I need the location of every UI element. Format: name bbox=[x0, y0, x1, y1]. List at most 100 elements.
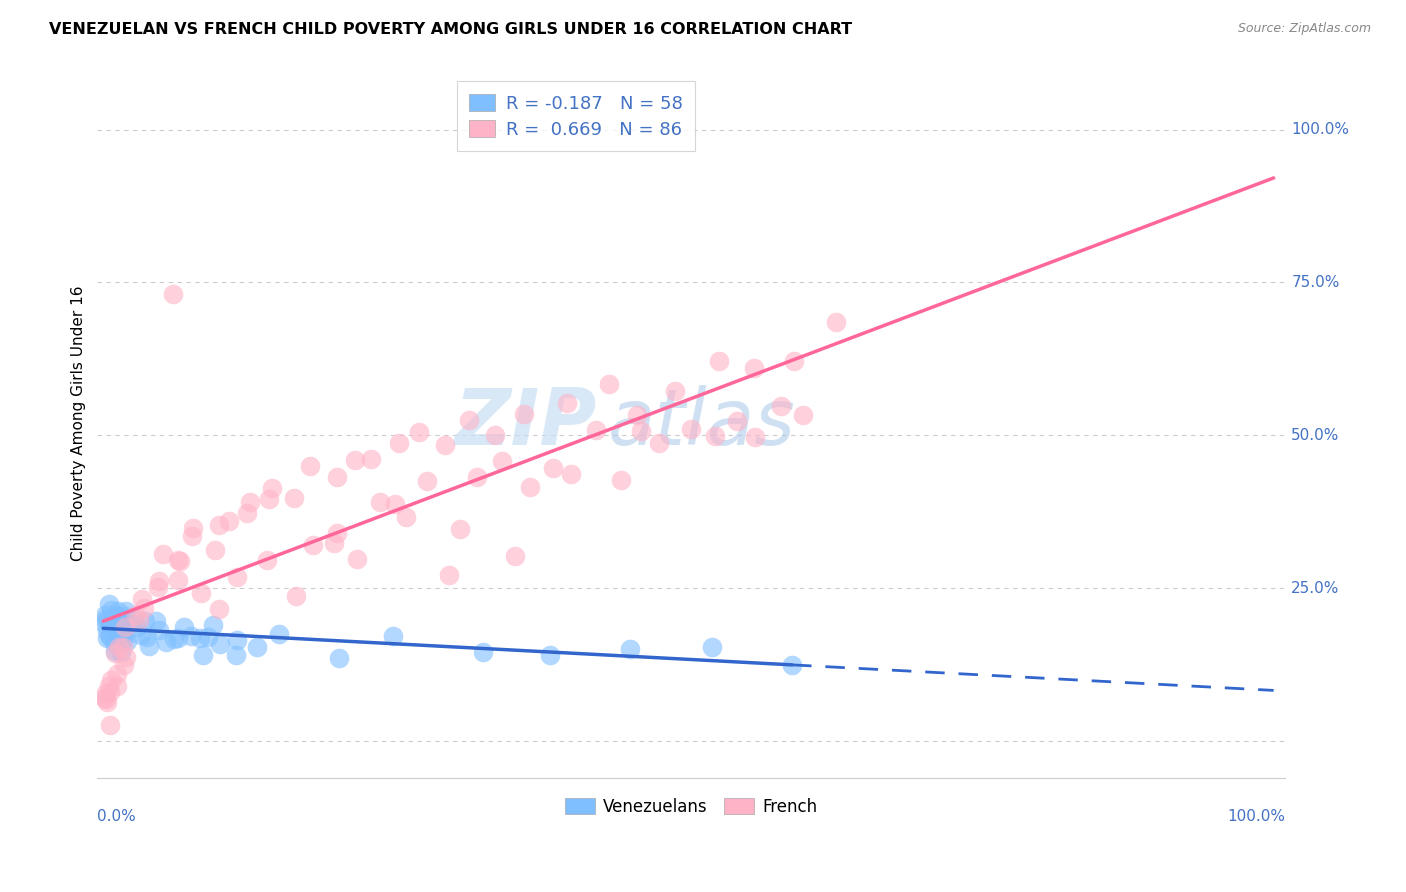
Point bbox=[226, 570, 249, 584]
Point bbox=[93, 691, 115, 706]
Point bbox=[114, 650, 136, 665]
Point bbox=[433, 438, 456, 452]
Point bbox=[285, 589, 308, 603]
Point bbox=[598, 377, 620, 392]
Point bbox=[114, 620, 136, 634]
Point bbox=[256, 553, 278, 567]
Point bbox=[626, 408, 648, 422]
Point bbox=[269, 627, 291, 641]
Point bbox=[283, 491, 305, 505]
Point bbox=[110, 613, 132, 627]
Point bbox=[108, 640, 131, 655]
Point bbox=[96, 632, 118, 646]
Point bbox=[519, 480, 541, 494]
Point bbox=[560, 467, 582, 482]
Point bbox=[112, 632, 135, 647]
Point bbox=[112, 657, 135, 672]
Point bbox=[725, 414, 748, 428]
Point bbox=[325, 470, 347, 484]
Point bbox=[610, 473, 633, 487]
Point bbox=[162, 286, 184, 301]
Point bbox=[167, 553, 190, 567]
Point bbox=[104, 644, 127, 658]
Point bbox=[630, 424, 652, 438]
Point bbox=[97, 613, 120, 627]
Point bbox=[125, 620, 148, 634]
Point bbox=[114, 608, 136, 623]
Point bbox=[370, 495, 392, 509]
Point bbox=[226, 632, 249, 647]
Point bbox=[104, 609, 127, 624]
Point bbox=[132, 601, 155, 615]
Point bbox=[103, 635, 125, 649]
Point bbox=[104, 646, 127, 660]
Point bbox=[236, 506, 259, 520]
Point bbox=[218, 514, 240, 528]
Point bbox=[152, 547, 174, 561]
Point bbox=[105, 666, 128, 681]
Point bbox=[105, 680, 128, 694]
Point bbox=[416, 474, 439, 488]
Point bbox=[105, 607, 128, 622]
Point bbox=[513, 407, 536, 421]
Point bbox=[148, 623, 170, 637]
Point bbox=[538, 648, 561, 662]
Point bbox=[225, 648, 247, 662]
Text: Source: ZipAtlas.com: Source: ZipAtlas.com bbox=[1237, 22, 1371, 36]
Point bbox=[117, 634, 139, 648]
Point bbox=[257, 491, 280, 506]
Point bbox=[239, 495, 262, 509]
Point bbox=[173, 620, 195, 634]
Point bbox=[107, 617, 129, 632]
Point bbox=[792, 408, 814, 422]
Text: 75.0%: 75.0% bbox=[1291, 275, 1340, 290]
Point bbox=[491, 454, 513, 468]
Point bbox=[98, 597, 121, 611]
Point bbox=[94, 612, 117, 626]
Point bbox=[246, 640, 269, 654]
Point bbox=[98, 631, 121, 645]
Point bbox=[180, 528, 202, 542]
Legend: Venezuelans, French: Venezuelans, French bbox=[558, 791, 824, 822]
Point bbox=[484, 427, 506, 442]
Text: 100.0%: 100.0% bbox=[1291, 122, 1350, 137]
Point bbox=[619, 642, 641, 657]
Point bbox=[96, 695, 118, 709]
Point bbox=[780, 657, 803, 672]
Point bbox=[166, 631, 188, 645]
Point bbox=[471, 645, 494, 659]
Point bbox=[328, 651, 350, 665]
Point bbox=[111, 615, 134, 629]
Point bbox=[183, 521, 205, 535]
Point bbox=[190, 586, 212, 600]
Point bbox=[93, 615, 115, 630]
Point bbox=[458, 413, 481, 427]
Point bbox=[439, 567, 461, 582]
Point bbox=[388, 436, 411, 450]
Point bbox=[111, 631, 134, 645]
Point bbox=[204, 543, 226, 558]
Point bbox=[94, 608, 117, 623]
Point bbox=[208, 602, 231, 616]
Point bbox=[134, 614, 156, 628]
Point bbox=[193, 648, 215, 662]
Point bbox=[112, 640, 135, 655]
Point bbox=[146, 580, 169, 594]
Point bbox=[188, 631, 211, 645]
Point bbox=[96, 624, 118, 638]
Point bbox=[208, 637, 231, 651]
Point bbox=[742, 361, 765, 376]
Point bbox=[707, 354, 730, 368]
Point bbox=[98, 617, 121, 632]
Point bbox=[107, 619, 129, 633]
Point bbox=[131, 592, 153, 607]
Point bbox=[124, 608, 146, 623]
Point bbox=[744, 429, 766, 443]
Point bbox=[107, 604, 129, 618]
Point bbox=[208, 518, 231, 533]
Point bbox=[783, 354, 806, 368]
Point bbox=[824, 315, 846, 329]
Point bbox=[702, 640, 724, 654]
Text: 0.0%: 0.0% bbox=[97, 809, 136, 824]
Text: ZIP: ZIP bbox=[454, 385, 596, 461]
